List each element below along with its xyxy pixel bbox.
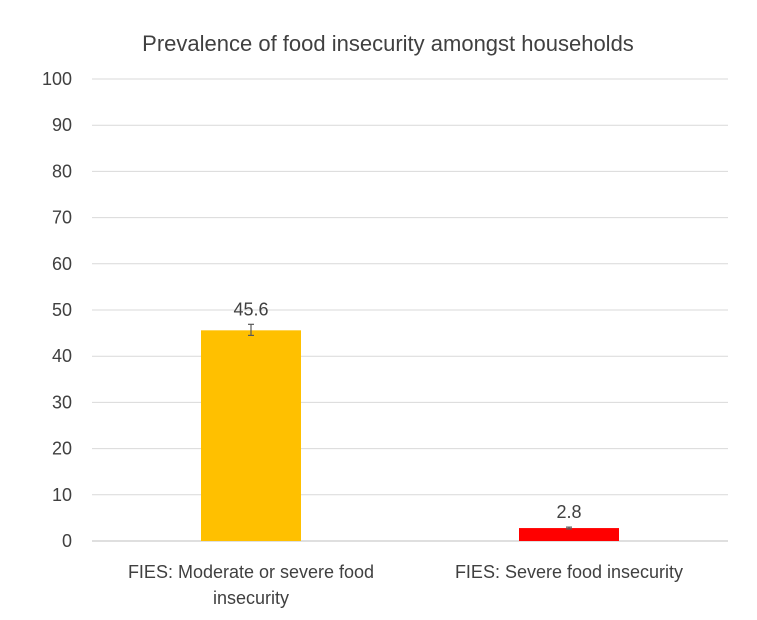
y-tick-label: 0 <box>62 531 72 551</box>
y-axis-ticks: 0 10 20 30 40 50 60 70 80 90 100 <box>42 69 72 551</box>
bars <box>201 330 619 541</box>
y-tick-label: 70 <box>52 208 72 228</box>
y-tick-label: 30 <box>52 392 72 412</box>
data-label: 2.8 <box>556 502 581 522</box>
y-tick-label: 100 <box>42 69 72 89</box>
x-axis-categories: FIES: Moderate or severe food insecurityF… <box>128 562 683 608</box>
error-bar <box>566 526 572 530</box>
chart-title: Prevalence of food insecurity amongst ho… <box>142 31 634 56</box>
bar <box>519 528 619 541</box>
y-tick-label: 80 <box>52 161 72 181</box>
x-category-label-line: FIES: Severe food insecurity <box>455 562 683 582</box>
data-labels: 45.6 2.8 <box>233 299 581 522</box>
x-category-label: FIES: Moderate or severe food insecurity <box>128 562 374 608</box>
x-category-label: FIES: Severe food insecurity <box>455 562 683 582</box>
y-tick-label: 40 <box>52 346 72 366</box>
x-category-label-line: insecurity <box>213 588 289 608</box>
y-tick-label: 10 <box>52 485 72 505</box>
y-tick-label: 20 <box>52 439 72 459</box>
x-category-label-line: FIES: Moderate or severe food <box>128 562 374 582</box>
error-bar <box>248 323 254 337</box>
data-label: 45.6 <box>233 299 268 319</box>
y-tick-label: 60 <box>52 254 72 274</box>
error-bars <box>248 323 572 530</box>
gridlines <box>92 78 728 542</box>
y-tick-label: 50 <box>52 300 72 320</box>
y-tick-label: 90 <box>52 115 72 135</box>
bar <box>201 330 301 541</box>
